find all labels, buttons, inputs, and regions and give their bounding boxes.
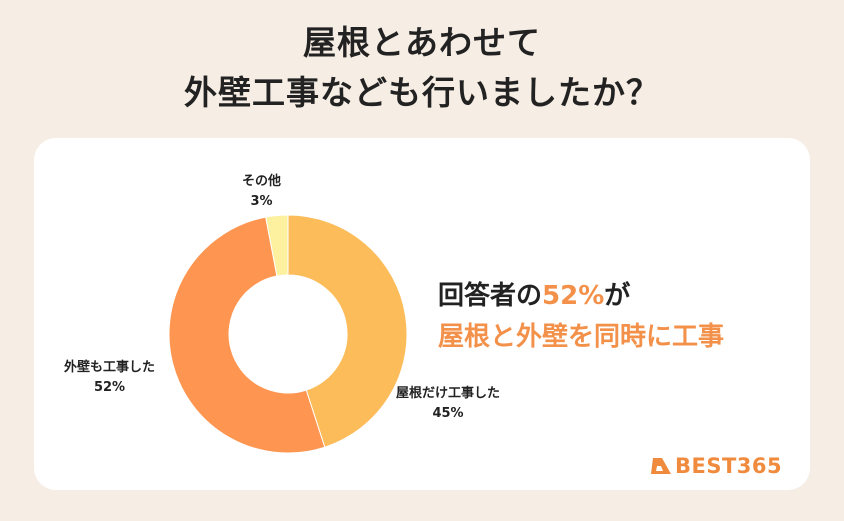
label-other-name: その他 (242, 174, 282, 189)
chart-title: 屋根とあわせて 外壁工事なども行いましたか？ (0, 18, 844, 118)
slice-with-wall (168, 216, 326, 454)
headline-prefix: 回答者の (438, 281, 543, 311)
headline-line-1: 回答者の52%が (438, 276, 724, 317)
label-roof-only-name: 屋根だけ工事した (396, 386, 501, 401)
headline-line-2: 屋根と外壁を同時に工事 (438, 322, 725, 352)
title-line-1: 屋根とあわせて (303, 23, 541, 62)
slice-roof-only (287, 214, 408, 448)
donut-chart (168, 214, 408, 454)
label-with-wall: 外壁も工事した 52% (64, 358, 155, 398)
label-other: その他 3% (242, 172, 281, 212)
headline: 回答者の52%が 屋根と外壁を同時に工事 (438, 276, 724, 358)
title-line-2: 外壁工事なども行いましたか？ (184, 73, 660, 112)
label-other-value: 3% (250, 194, 273, 209)
label-with-wall-name: 外壁も工事した (64, 360, 156, 375)
label-roof-only-value: 45% (432, 406, 464, 421)
label-with-wall-value: 52% (93, 380, 126, 395)
headline-highlight: 52% (542, 281, 605, 311)
brand-logo: BEST365 (650, 454, 782, 478)
label-roof-only: 屋根だけ工事した 45% (396, 384, 500, 424)
headline-suffix: が (604, 281, 631, 311)
slice-other (265, 214, 289, 277)
brand-name: BEST365 (675, 454, 783, 478)
chart-card: その他 3% 外壁も工事した 52% 屋根だけ工事した 45% 回答者の52%が… (34, 138, 810, 490)
brand-mark-icon (651, 458, 671, 474)
